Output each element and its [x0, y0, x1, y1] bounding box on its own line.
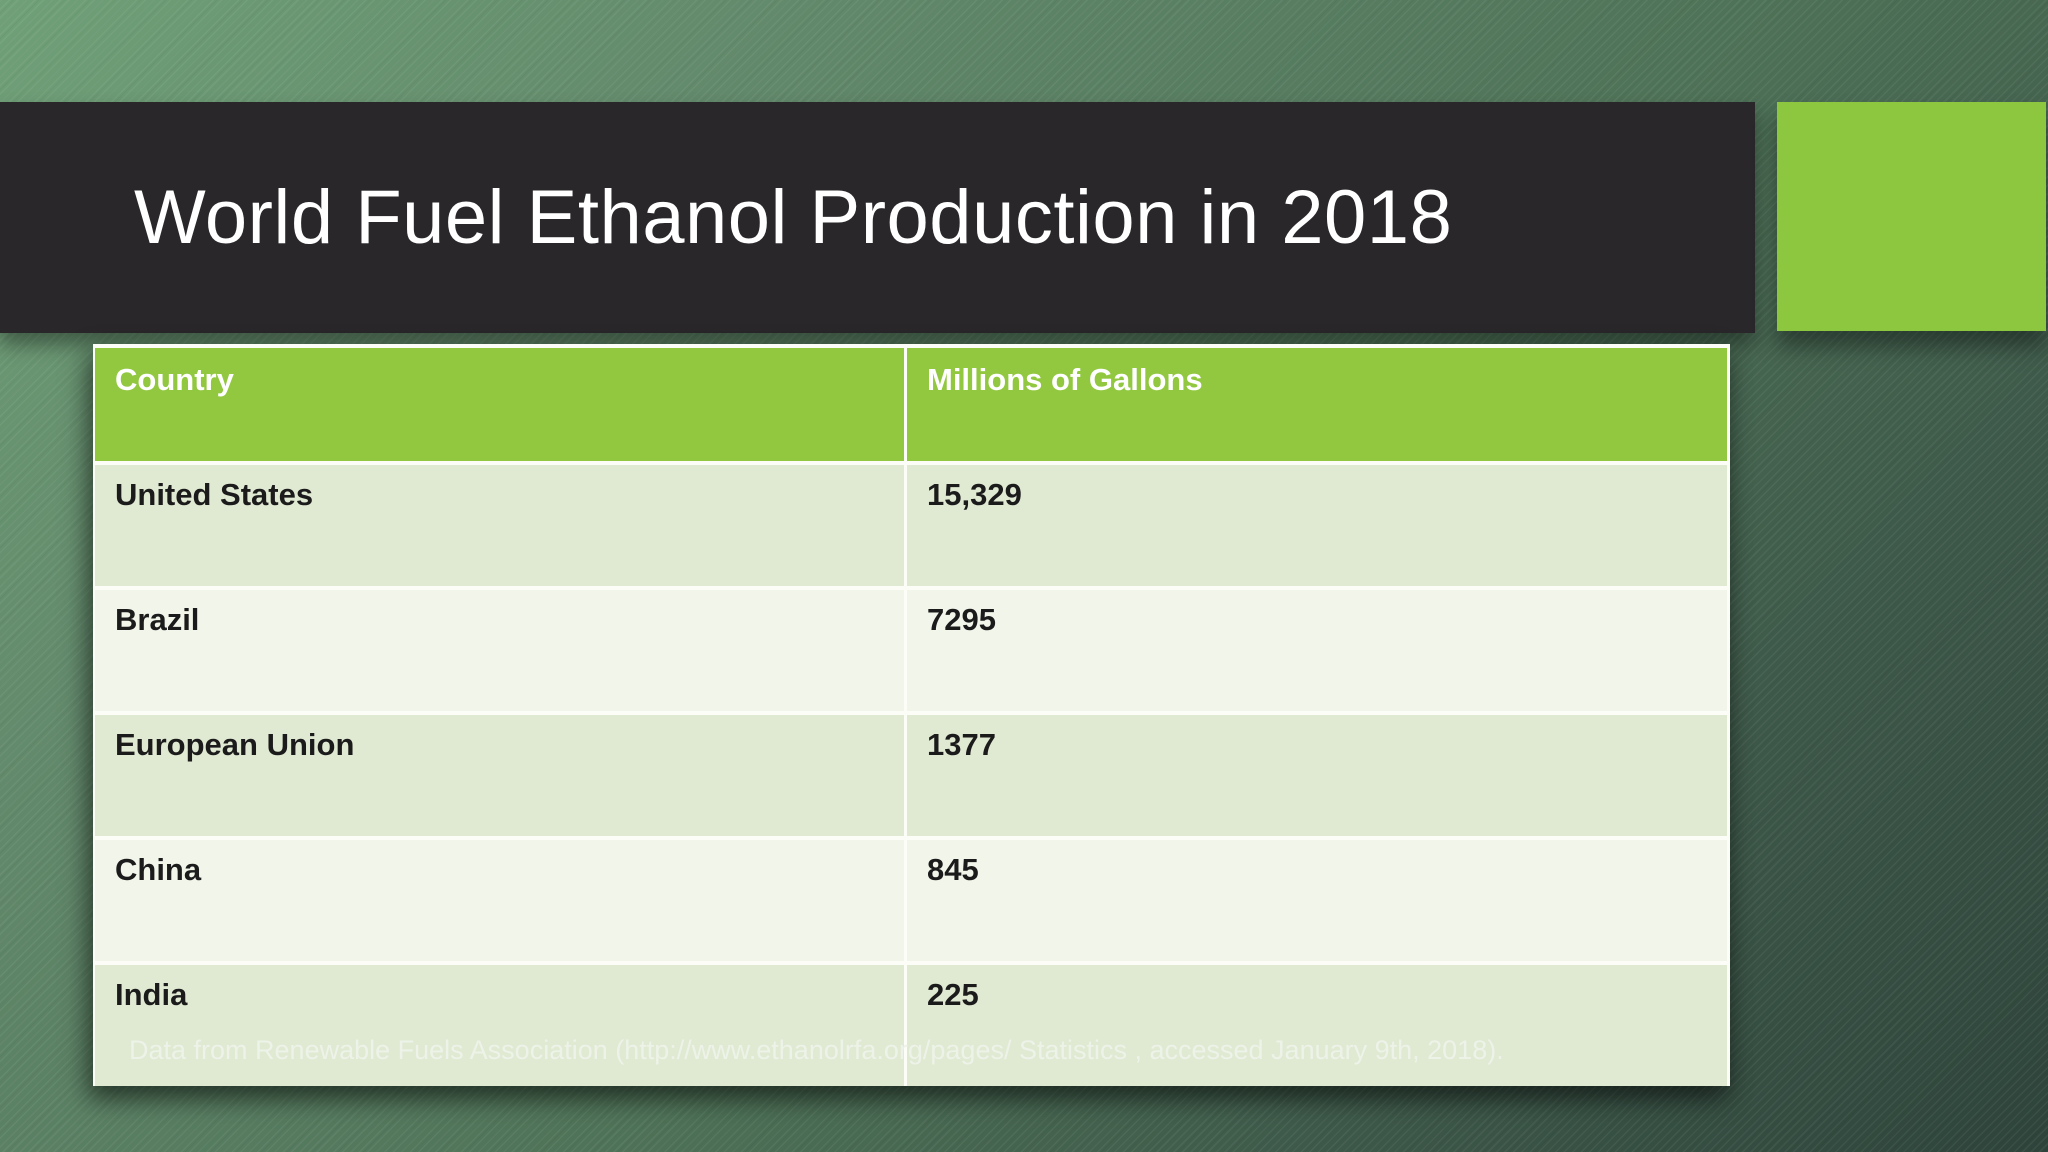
country-cell: China [95, 840, 907, 965]
value-cell: 845 [907, 840, 1727, 965]
header-row: Country Millions of Gallons [95, 348, 1727, 465]
value-cell: 15,329 [907, 465, 1727, 590]
column-header-country: Country [95, 348, 907, 465]
value-cell: 7295 [907, 590, 1727, 715]
production-table: Country Millions of Gallons United State… [93, 344, 1730, 1086]
column-header-gallons: Millions of Gallons [907, 348, 1727, 465]
country-cell: Brazil [95, 590, 907, 715]
table-body: United States 15,329 Brazil 7295 European Un… [95, 465, 1727, 1086]
country-cell: India [95, 965, 907, 1086]
country-cell: European Union [95, 715, 907, 840]
table-row: Brazil 7295 [95, 590, 1727, 715]
value-cell: 1377 [907, 715, 1727, 840]
accent-square [1777, 102, 2046, 331]
value-cell: 225 [907, 965, 1727, 1086]
country-cell: United States [95, 465, 907, 590]
table-row: United States 15,329 [95, 465, 1727, 590]
table-row: India 225 [95, 965, 1727, 1086]
footer-citation: Data from Renewable Fuels Association (h… [129, 1035, 1504, 1065]
table-header: Country Millions of Gallons [95, 348, 1727, 465]
table-row: European Union 1377 [95, 715, 1727, 840]
table-row: China 845 [95, 840, 1727, 965]
slide-title: World Fuel Ethanol Production in 2018 [134, 175, 1453, 260]
title-bar: World Fuel Ethanol Production in 2018 [0, 102, 1755, 333]
